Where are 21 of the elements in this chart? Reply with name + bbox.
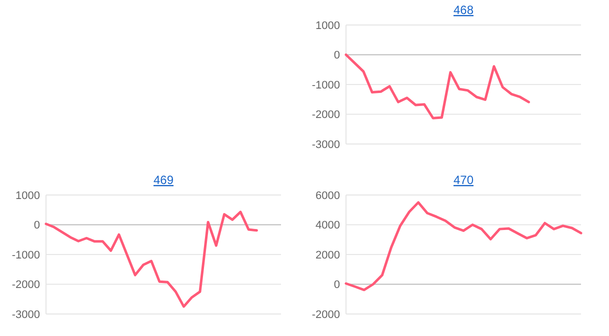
line-series bbox=[44, 210, 258, 308]
y-tick-label: -3000 bbox=[12, 308, 40, 321]
y-tick-label: 0 bbox=[334, 279, 340, 292]
chart-title: 468 bbox=[453, 3, 474, 17]
y-tick-label: -3000 bbox=[312, 138, 340, 151]
y-tick-label: 4000 bbox=[316, 220, 340, 232]
y-tick-label: -1000 bbox=[312, 79, 340, 92]
y-tick-label: 1000 bbox=[16, 190, 40, 202]
y-tick-label: 6000 bbox=[316, 190, 340, 202]
y-tick-label: -2000 bbox=[312, 308, 340, 321]
y-tick-label: 1000 bbox=[316, 20, 340, 32]
line-series bbox=[344, 54, 530, 120]
y-tick-label: 0 bbox=[334, 50, 340, 62]
y-tick-label: -2000 bbox=[312, 109, 340, 122]
y-tick-label: 0 bbox=[34, 220, 40, 232]
y-tick-label: 2000 bbox=[316, 249, 340, 262]
y-tick-label: -2000 bbox=[12, 279, 40, 292]
chart-title: 469 bbox=[153, 173, 174, 187]
chart-title: 470 bbox=[453, 173, 474, 187]
line-series bbox=[344, 201, 582, 292]
y-tick-label: -1000 bbox=[12, 249, 40, 262]
